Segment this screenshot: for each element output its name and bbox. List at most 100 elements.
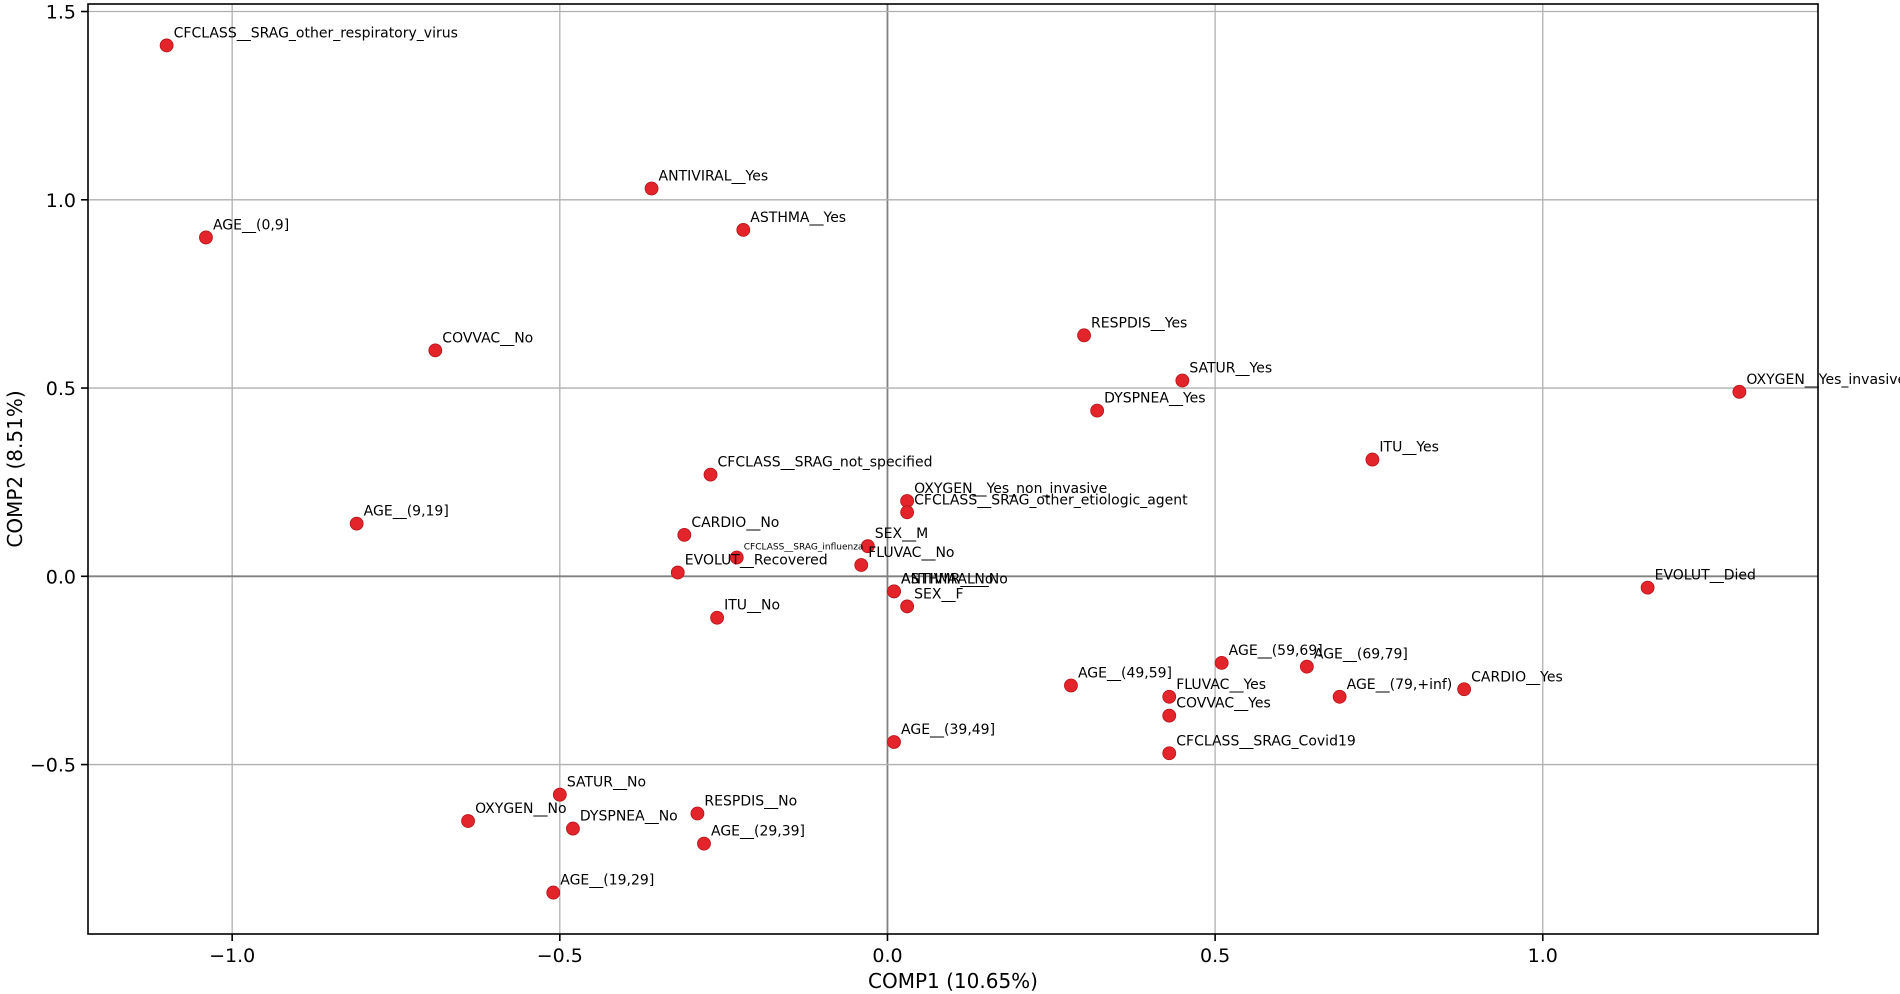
point-label: AGE__(59,69]: [1229, 643, 1323, 659]
point-marker: [644, 181, 659, 196]
point-label: CARDIO__Yes: [1471, 669, 1563, 685]
x-tick-label: 0.0: [872, 945, 902, 967]
point-label: CFCLASS__SRAG_other_respiratory_virus: [174, 25, 458, 41]
data-point: AGE__(19,29]: [546, 873, 654, 900]
data-point: ANTIVIRAL__Yes: [644, 168, 769, 196]
data-point: EVOLUT__Died: [1640, 568, 1756, 595]
data-point: COVVAC__No: [428, 330, 533, 358]
data-point: SATUR__No: [552, 775, 646, 802]
point-marker: [1640, 580, 1655, 595]
data-point: SEX__M: [860, 526, 928, 554]
point-marker: [552, 787, 567, 802]
point-marker: [349, 516, 364, 531]
data-point: AGE__(69,79]: [1299, 647, 1408, 674]
point-label: OXYGEN__No: [475, 801, 566, 817]
data-point: CFCLASS__SRAG_other_etiologic_agent: [900, 492, 1188, 520]
point-label: DYSPNEA__Yes: [1104, 391, 1205, 407]
ticks-layer: −1.0 −0.5 0.0 0.5 1.0 −0.5 0.0 0.5 1.0 1.5: [30, 2, 1558, 967]
point-marker: [710, 610, 724, 625]
point-marker: [159, 38, 174, 53]
data-point: ASTHMR__No: [887, 571, 993, 599]
point-marker: [1732, 384, 1747, 399]
point-marker: [1064, 678, 1078, 693]
data-point: DYSPNEA__Yes: [1090, 391, 1206, 418]
data-point: CFCLASS__SRAG_not_specified: [703, 455, 933, 482]
y-tick-label: 0.0: [46, 566, 76, 588]
point-marker: [900, 599, 915, 614]
data-point: CFCLASS__SRAG_influenza: [729, 542, 864, 565]
y-tick-label: 0.5: [46, 378, 76, 400]
point-marker: [670, 565, 685, 580]
point-label: AGE__(69,79]: [1314, 647, 1408, 663]
point-label: AGE__(0,9]: [213, 217, 289, 233]
data-point: CFCLASS__SRAG_Covid19: [1162, 733, 1356, 761]
point-label: FLUVAC__No: [868, 545, 954, 561]
point-marker: [1365, 452, 1380, 467]
point-label: FLUVAC__Yes: [1176, 677, 1266, 693]
point-marker: [677, 527, 692, 542]
data-point: ASTHMA__Yes: [736, 210, 846, 237]
point-marker: [546, 885, 561, 900]
data-point: AGE__(9,19]: [349, 504, 449, 531]
point-marker: [887, 735, 901, 749]
point-label: AGE__(19,29]: [560, 873, 654, 889]
data-point: SEX__F: [900, 586, 964, 614]
point-label: OXYGEN__Yes_invasive: [1746, 372, 1900, 388]
point-marker: [566, 821, 580, 836]
data-point: COVVAC__Yes: [1162, 696, 1271, 723]
point-label: DYSPNEA__No: [580, 809, 678, 825]
data-point: CARDIO__No: [677, 515, 779, 542]
point-marker: [1090, 403, 1105, 418]
point-label: AGE__(79,+inf): [1347, 677, 1453, 693]
point-marker: [1162, 708, 1177, 723]
point-label: AGE__(9,19]: [364, 504, 449, 520]
data-point: SATUR__Yes: [1175, 361, 1272, 388]
point-marker: [1214, 656, 1229, 670]
point-label: ASTHMR__No: [901, 571, 993, 587]
data-point: FLUVAC__Yes: [1162, 677, 1266, 704]
data-point: DYSPNEA__No: [566, 809, 678, 836]
point-label: SEX__M: [875, 526, 928, 542]
points-layer: CFCLASS__SRAG_other_respiratory_virus ANT…: [159, 25, 1900, 900]
point-label: ITU__Yes: [1379, 440, 1439, 456]
data-point: RESPDIS__No: [690, 794, 797, 821]
data-point: AGE__(79,+inf): [1332, 677, 1453, 704]
point-label: ANTIVIRAL__Yes: [659, 168, 769, 184]
y-tick-label: −0.5: [30, 755, 76, 777]
point-marker: [690, 806, 705, 821]
point-marker: [1077, 328, 1091, 343]
point-marker: [887, 584, 901, 599]
point-marker: [1457, 682, 1472, 697]
point-label: CFCLASS__SRAG_other_etiologic_agent: [914, 492, 1188, 508]
data-point: AGE__(39,49]: [887, 722, 995, 749]
point-label: SATUR__No: [567, 775, 646, 791]
data-point: CFCLASS__SRAG_other_respiratory_virus: [159, 25, 458, 53]
point-label: CARDIO__No: [691, 515, 779, 531]
point-label: RESPDIS__Yes: [1091, 315, 1187, 331]
point-marker: [697, 836, 711, 851]
point-label: EVOLUT__Recovered: [685, 553, 828, 569]
point-label: ANTIVIAAL__No: [901, 571, 1008, 587]
point-label: COVVAC__No: [442, 330, 533, 346]
point-marker: [703, 467, 718, 482]
point-marker: [428, 343, 443, 358]
y-tick-label: 1.0: [46, 190, 76, 212]
point-label: AGE__(49,59]: [1078, 665, 1172, 681]
point-label: RESPDIS__No: [704, 794, 797, 810]
point-label: AGE__(39,49]: [901, 722, 995, 738]
data-point: RESPDIS__Yes: [1077, 315, 1187, 343]
data-point: ITU__No: [710, 598, 780, 625]
data-point: OXYGEN__Yes_invasive: [1732, 372, 1900, 399]
point-label: CFCLASS__SRAG_influenza: [744, 542, 864, 552]
point-label: COVVAC__Yes: [1176, 696, 1271, 712]
data-point: ITU__Yes: [1365, 440, 1439, 467]
x-tick-label: 0.5: [1200, 945, 1230, 967]
point-marker: [736, 223, 751, 237]
y-axis-label: COMP2 (8.51%): [3, 390, 27, 547]
point-label: ASTHMA__Yes: [750, 210, 846, 226]
point-marker: [1175, 373, 1190, 388]
point-label: CFCLASS__SRAG_not_specified: [718, 455, 933, 471]
point-marker: [854, 558, 869, 572]
x-tick-label: 1.0: [1528, 945, 1558, 967]
